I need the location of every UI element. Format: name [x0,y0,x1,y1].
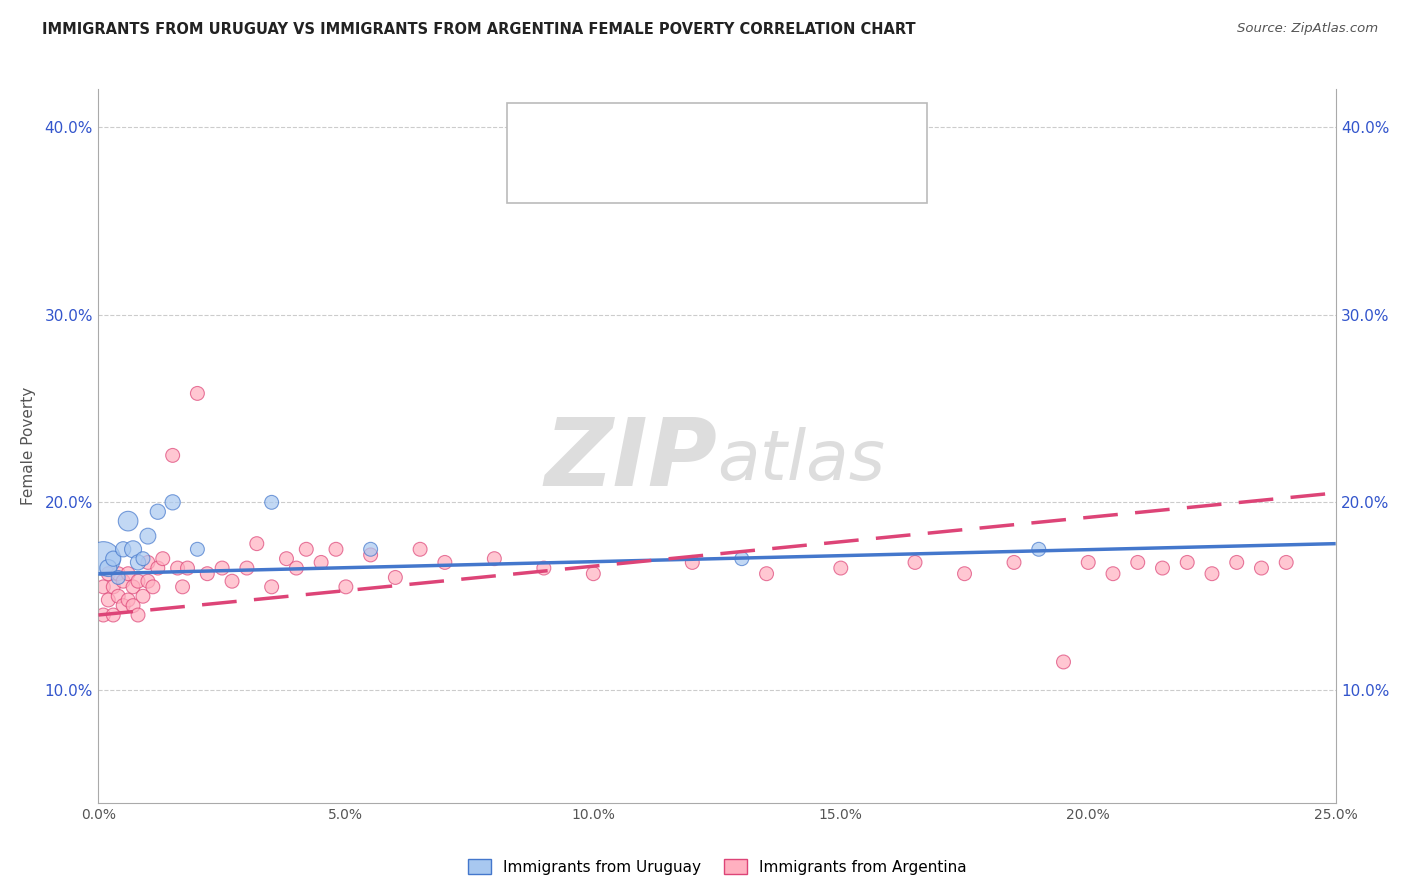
Point [97,561,120,575]
Text: Source: ZipAtlas.com: Source: ZipAtlas.com [1237,22,1378,36]
Point [335,580,357,594]
Text: ZIP: ZIP [544,414,717,507]
Point [112,542,135,557]
Point [246,536,269,550]
Point [1102,566,1125,581]
Point [152,551,174,566]
Point [127,574,149,589]
Point [186,386,208,401]
Point [93,580,115,594]
Point [260,495,283,509]
Point [904,556,927,570]
Point [1002,556,1025,570]
Point [132,551,155,566]
Point [1052,655,1074,669]
Point [533,561,555,575]
Point [103,551,125,566]
Point [127,607,149,622]
Point [360,542,382,557]
Point [236,561,259,575]
Point [117,514,139,528]
Point [433,556,456,570]
Point [107,566,129,581]
Point [112,599,135,613]
Point [1126,556,1149,570]
Point [107,589,129,603]
Point [93,551,115,566]
Point [582,566,605,581]
Point [295,542,318,557]
Y-axis label: Female Poverty: Female Poverty [21,387,37,505]
Point [830,561,852,575]
Point [195,566,218,581]
Point [953,566,976,581]
Point [1250,561,1272,575]
Point [132,589,155,603]
Point [1275,556,1298,570]
Point [162,495,184,509]
Point [103,580,125,594]
Point [97,566,120,581]
Point [681,556,703,570]
Point [1028,542,1050,557]
Point [755,566,778,581]
Point [172,580,194,594]
Point [409,542,432,557]
Point [166,561,188,575]
Point [276,551,298,566]
Point [1201,566,1223,581]
Point [186,542,208,557]
Point [211,561,233,575]
Point [136,574,159,589]
Point [360,548,382,562]
Point [107,570,129,584]
Text: IMMIGRANTS FROM URUGUAY VS IMMIGRANTS FROM ARGENTINA FEMALE POVERTY CORRELATION : IMMIGRANTS FROM URUGUAY VS IMMIGRANTS FR… [42,22,915,37]
Point [162,449,184,463]
Point [122,580,145,594]
Point [97,593,120,607]
Point [122,542,145,557]
Point [112,574,135,589]
Point [117,593,139,607]
Point [93,607,115,622]
Point [309,556,332,570]
Point [117,566,139,581]
Point [260,580,283,594]
Point [146,561,169,575]
Point [136,556,159,570]
Point [484,551,506,566]
Point [325,542,347,557]
Point [731,551,754,566]
Point [122,599,145,613]
Point [127,556,149,570]
Point [176,561,198,575]
Point [1175,556,1198,570]
Point [136,529,159,543]
Point [142,580,165,594]
Point [221,574,243,589]
Point [1226,556,1249,570]
Point [103,607,125,622]
Text: atlas: atlas [717,426,884,494]
Point [1152,561,1174,575]
Legend: Immigrants from Uruguay, Immigrants from Argentina: Immigrants from Uruguay, Immigrants from… [461,853,973,880]
Point [285,561,308,575]
Point [146,505,169,519]
Point [384,570,406,584]
Point [1077,556,1099,570]
